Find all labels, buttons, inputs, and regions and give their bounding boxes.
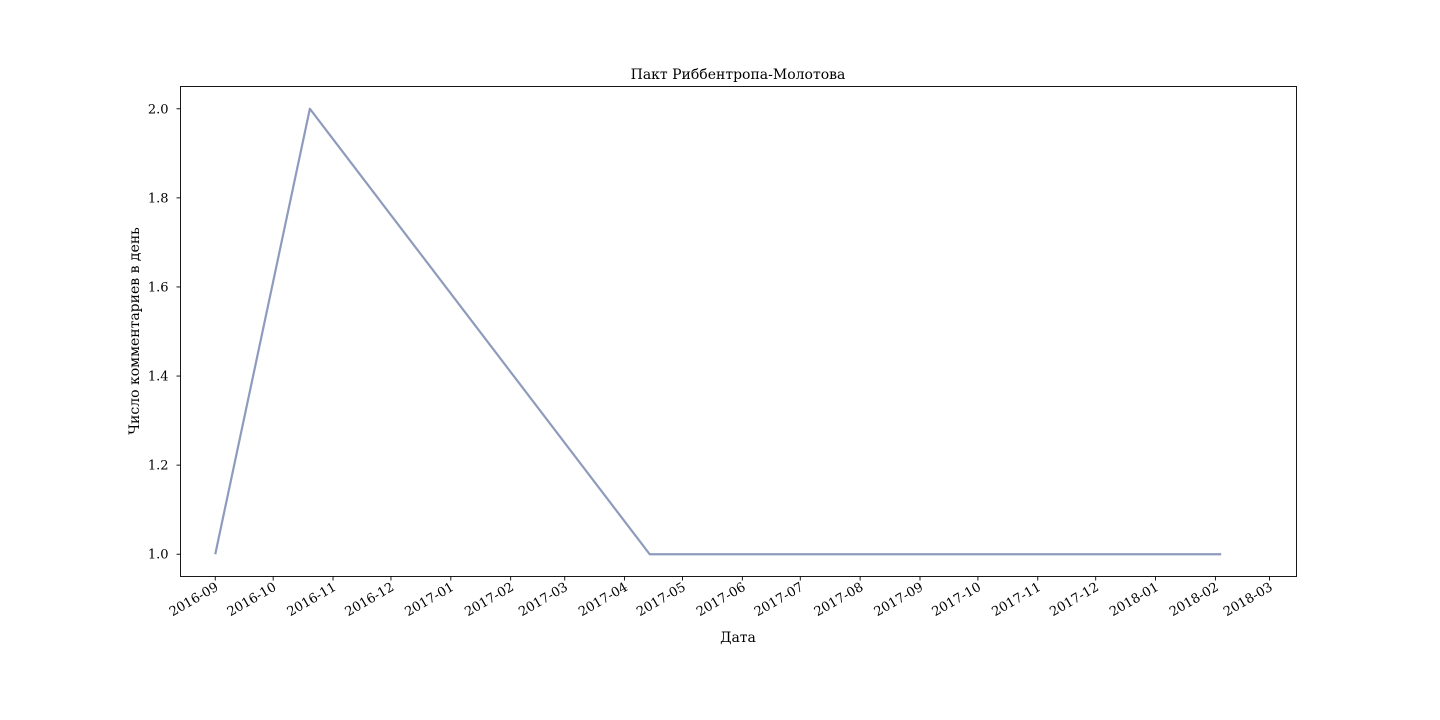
x-tick-label: 2017-11 bbox=[989, 580, 1043, 620]
y-tick-label: 1.2 bbox=[148, 459, 169, 474]
plot-frame bbox=[180, 86, 1297, 577]
x-axis-label: Дата bbox=[720, 630, 756, 646]
x-tick-label: 2017-01 bbox=[403, 580, 457, 620]
x-tick-label: 2017-04 bbox=[576, 580, 630, 620]
y-tick-label: 1.6 bbox=[148, 280, 169, 295]
chart-title: Пакт Риббентропа-Молотова bbox=[631, 67, 846, 83]
x-tick-label: 2018-02 bbox=[1167, 580, 1221, 620]
x-tick-label: 2017-12 bbox=[1047, 580, 1101, 620]
x-tick-label: 2017-08 bbox=[812, 580, 866, 620]
x-tick-label: 2017-05 bbox=[634, 580, 688, 620]
x-tick-label: 2017-02 bbox=[462, 580, 516, 620]
y-tick-label: 2.0 bbox=[148, 102, 169, 117]
x-axis: 2016-09 2016-10 2016-11 2016-12 2017-01 2017-… bbox=[167, 576, 1275, 620]
x-tick-label: 2017-03 bbox=[516, 580, 570, 620]
x-tick-label: 2016-10 bbox=[225, 580, 279, 620]
plot-area: 1.0 1.2 1.4 1.6 1.8 2.0 2016-09 2016-10 2016-11… bbox=[148, 86, 1297, 620]
x-tick-label: 2016-11 bbox=[285, 580, 339, 620]
series-layer bbox=[214, 107, 1222, 556]
y-tick-label: 1.4 bbox=[148, 370, 169, 385]
x-tick-label: 2017-10 bbox=[930, 580, 984, 620]
series-line bbox=[214, 107, 1222, 556]
x-tick-label: 2018-03 bbox=[1221, 580, 1275, 620]
x-tick-label: 2017-06 bbox=[694, 580, 748, 620]
x-tick-label: 2017-07 bbox=[752, 580, 806, 620]
y-tick-label: 1.8 bbox=[148, 191, 169, 206]
y-axis-label: Число комментариев в день bbox=[127, 227, 143, 435]
x-tick-label: 2018-01 bbox=[1107, 580, 1161, 620]
y-tick-label: 1.0 bbox=[148, 548, 169, 563]
x-tick-label: 2016-09 bbox=[167, 580, 221, 620]
x-tick-label: 2016-12 bbox=[343, 580, 397, 620]
x-tick-label: 2017-09 bbox=[872, 580, 926, 620]
y-axis: 1.0 1.2 1.4 1.6 1.8 2.0 bbox=[148, 102, 181, 563]
